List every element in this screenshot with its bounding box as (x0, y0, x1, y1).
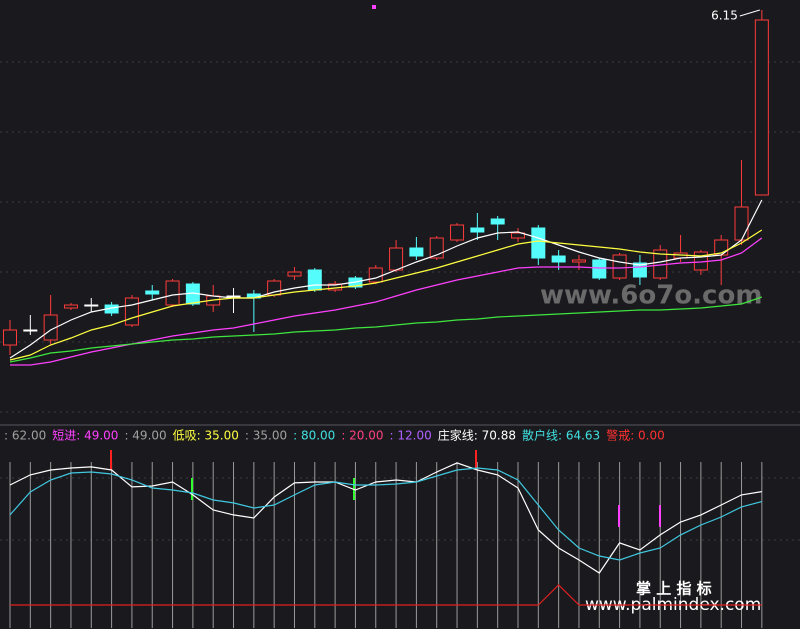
candle-body (124, 297, 139, 326)
marker-dot (372, 5, 376, 9)
candle-body (531, 227, 546, 259)
candle-body (511, 232, 525, 239)
candle-body (754, 19, 769, 196)
watermark: www.6o7o.com (540, 281, 762, 311)
indicator-sticks (9, 462, 763, 628)
legend-item: : 20.00 (341, 429, 383, 443)
candle-body (63, 304, 78, 309)
candle-body (368, 267, 383, 283)
line-series (9, 229, 763, 361)
candle-body (450, 224, 465, 241)
legend-item: : 35.00 (245, 429, 287, 443)
line-series (9, 467, 762, 561)
legend-item: 警戒: 0.00 (606, 428, 665, 443)
brand-title: 掌 上 指 标 (636, 580, 712, 598)
legend-item: : 49.00 (124, 429, 166, 443)
line-series (10, 584, 762, 606)
candle-body (43, 314, 58, 341)
candle-body (490, 218, 505, 225)
candle-body (84, 304, 99, 307)
annotation: 6.15 (711, 9, 738, 23)
line-series (9, 199, 763, 359)
line-series (9, 462, 762, 574)
candle-body (592, 259, 607, 279)
candle-body (551, 255, 566, 263)
candle-body (145, 290, 160, 295)
candle-body (734, 206, 749, 241)
legend-item: : 12.00 (390, 429, 432, 443)
legend-item: : 62.00 (4, 429, 46, 443)
candle-body (165, 280, 180, 306)
line-series (9, 296, 762, 363)
candle-body (409, 247, 424, 257)
legend-item: : 80.00 (293, 429, 335, 443)
legend-item: 短进: 49.00 (52, 429, 118, 443)
candle-body (389, 247, 404, 271)
legend-item: 散户线: 64.63 (522, 428, 600, 443)
annotation-arrow (739, 9, 760, 17)
legend-item: 低吸: 35.00 (173, 429, 239, 443)
legend-item: 庄家线: 70.88 (438, 428, 516, 443)
candle-body (307, 269, 322, 291)
candle-body (23, 329, 38, 332)
candle-body (612, 254, 627, 279)
candle-body (571, 259, 586, 263)
candle-body (226, 295, 241, 298)
candle-body (470, 227, 485, 233)
candle-body (3, 329, 17, 346)
candle-body (287, 271, 302, 277)
